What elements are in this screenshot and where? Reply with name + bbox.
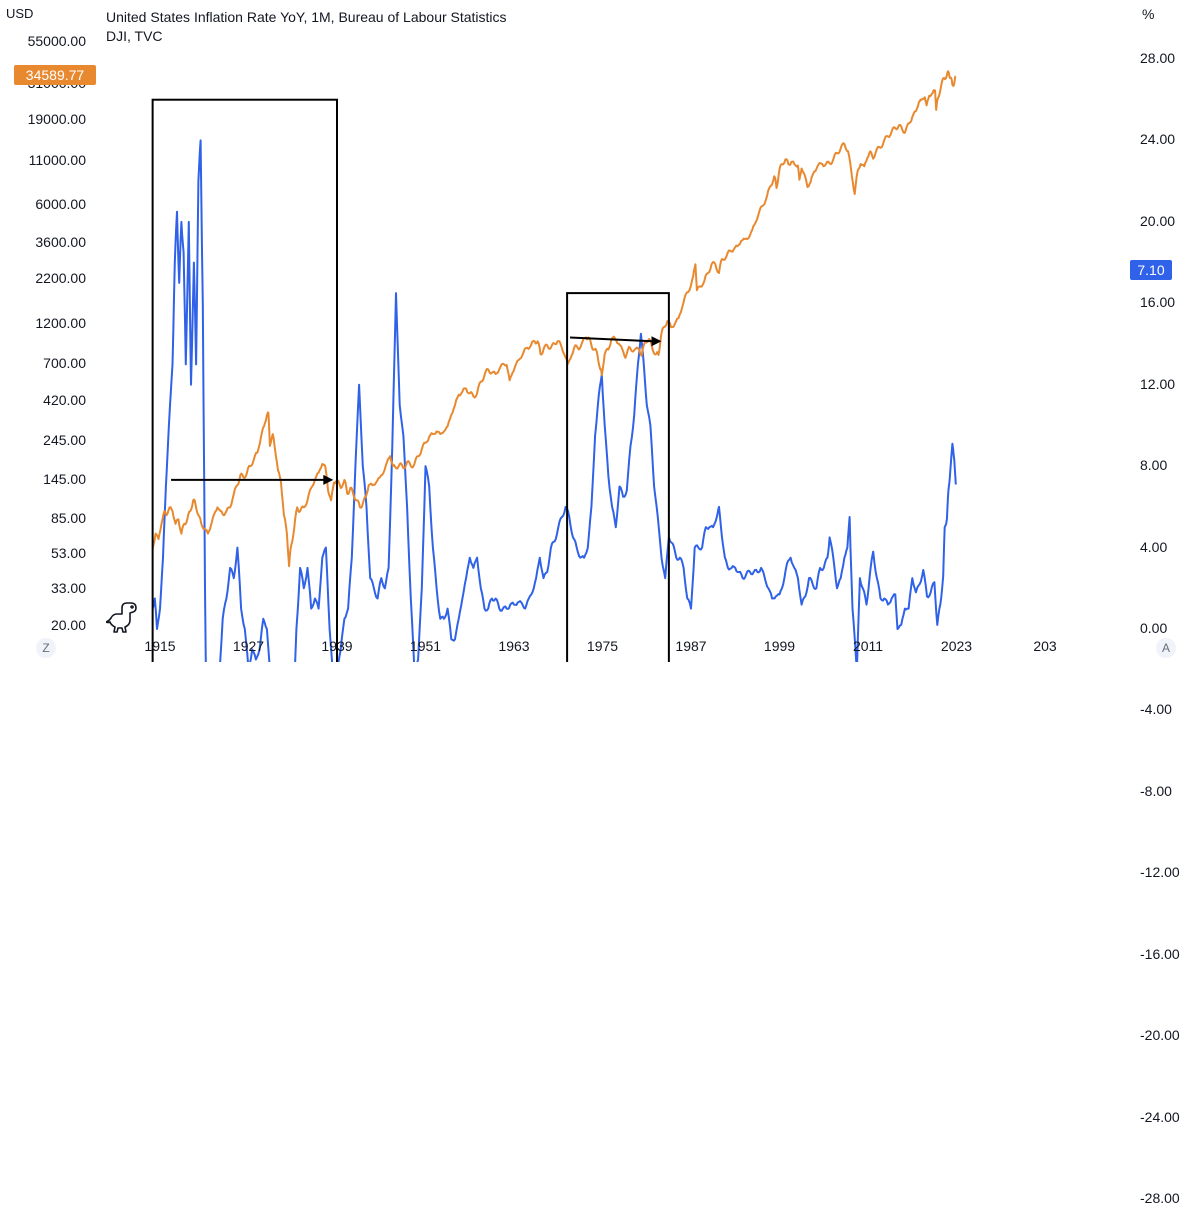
annotation-box[interactable] <box>566 292 670 662</box>
chart-legend: United States Inflation Rate YoY, 1M, Bu… <box>106 8 507 46</box>
price-axis-tick: 420.00 <box>43 392 86 409</box>
percent-axis-tick: 8.00 <box>1140 457 1168 474</box>
time-axis-tick: 1939 <box>321 638 353 654</box>
annotation-rectangles[interactable] <box>151 98 670 662</box>
annotation-arrow-head[interactable] <box>323 474 334 485</box>
time-axis-tick: 1987 <box>675 638 707 654</box>
time-axis-tick: 1963 <box>498 638 530 654</box>
percent-axis-tick: 16.00 <box>1140 294 1176 311</box>
dinosaur-icon <box>106 602 137 633</box>
price-axis-tick: 700.00 <box>43 354 86 371</box>
percent-axis-tick: -28.00 <box>1140 1189 1180 1206</box>
price-axis-tick: 55000.00 <box>27 33 86 49</box>
price-axis-tick: 245.00 <box>43 432 86 449</box>
time-axis-tick: 2023 <box>940 638 973 654</box>
time-axis-tick: 2011 <box>852 638 884 654</box>
percent-axis-tick: -12.00 <box>1140 864 1180 881</box>
price-axis-tick: 19000.00 <box>27 111 86 128</box>
inflation-last-value-badge: 7.10 <box>1130 260 1172 280</box>
percent-axis-tick: 4.00 <box>1140 538 1168 555</box>
time-axis-tick: 1999 <box>763 638 796 654</box>
percent-axis-tick: -8.00 <box>1140 782 1172 799</box>
annotation-arrows[interactable] <box>171 336 662 485</box>
chart-canvas[interactable] <box>0 0 1200 662</box>
percent-axis-tick: 0.00 <box>1140 619 1168 636</box>
left-axis-unit: USD <box>6 6 34 21</box>
price-axis-tick: 2200.00 <box>35 270 86 287</box>
auto-scale-button[interactable]: A <box>1156 638 1176 658</box>
price-axis-tick: 53.00 <box>50 545 86 562</box>
time-axis-tick: 1927 <box>232 638 265 654</box>
inflation-rate-line[interactable] <box>151 139 957 662</box>
percent-axis-tick: -20.00 <box>1140 1027 1180 1044</box>
legend-series-title[interactable]: United States Inflation Rate YoY, 1M, Bu… <box>106 9 507 25</box>
dji-last-price-badge: 34589.77 <box>14 65 96 85</box>
percent-axis-tick: -24.00 <box>1140 1108 1180 1125</box>
percent-axis-tick: -4.00 <box>1140 701 1172 718</box>
price-axis-tick: 6000.00 <box>35 196 86 213</box>
percent-axis-tick: 28.00 <box>1140 50 1176 66</box>
annotation-arrow-line[interactable] <box>570 336 654 343</box>
dji-price-line[interactable] <box>151 70 957 568</box>
annotation-box[interactable] <box>151 98 338 662</box>
percent-axis-tick: -16.00 <box>1140 945 1180 962</box>
percent-axis-tick: 12.00 <box>1140 375 1176 392</box>
price-axis-tick: 33.00 <box>50 580 86 597</box>
left-axis-scale-button[interactable]: Z <box>36 638 56 658</box>
price-axis-tick: 1200.00 <box>35 315 86 332</box>
percent-axis-tick: 24.00 <box>1140 131 1176 148</box>
price-axis-tick: 20.00 <box>50 617 86 633</box>
price-axis-tick: 3600.00 <box>35 234 86 251</box>
time-axis-tick: 1951 <box>409 638 442 654</box>
right-axis-unit: % <box>1142 6 1155 22</box>
price-axis-tick: 85.00 <box>50 510 86 527</box>
time-axis-tick: 1915 <box>144 638 176 654</box>
time-axis-tick: 1975 <box>586 638 619 654</box>
percent-axis-tick: 20.00 <box>1140 212 1176 229</box>
legend-symbol-source[interactable]: DJI, TVC <box>106 28 163 44</box>
time-axis-tick: 203 <box>1033 638 1057 654</box>
price-axis-tick: 145.00 <box>43 470 86 487</box>
price-axis-tick: 11000.00 <box>28 151 86 168</box>
annotation-arrow-head[interactable] <box>651 336 662 347</box>
